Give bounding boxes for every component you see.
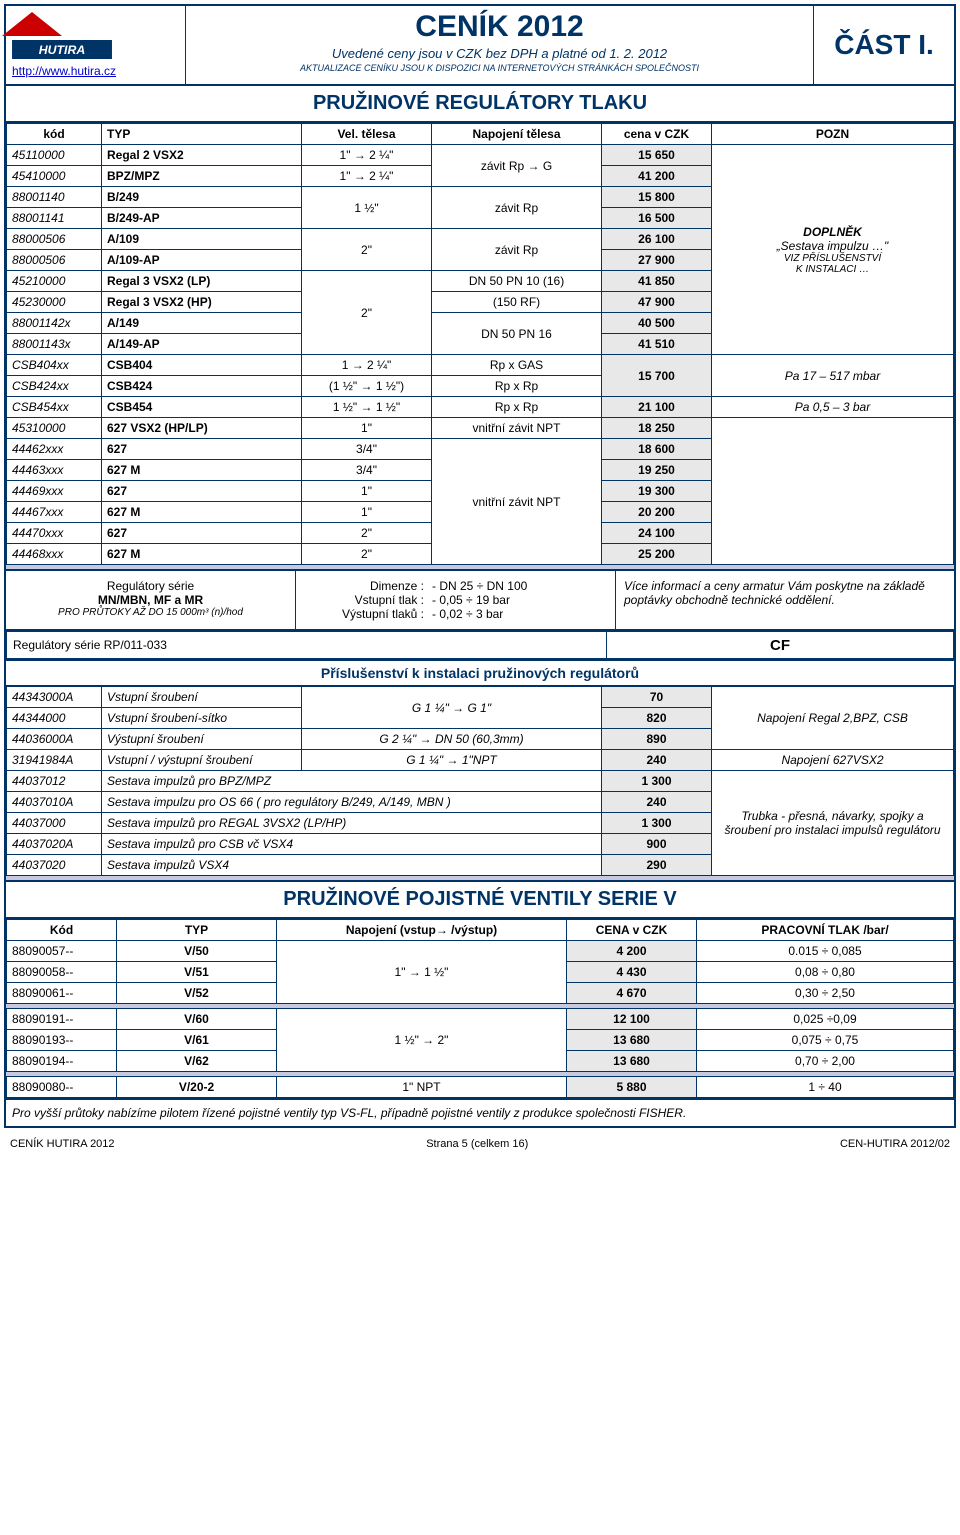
rp-cf: CF: [607, 632, 954, 659]
section1-title: PRUŽINOVÉ REGULÁTORY TLAKU: [6, 86, 954, 123]
col-kod: kód: [7, 124, 102, 145]
table-valves3: 88090080--V/20-21" NPT5 8801 ÷ 40: [6, 1076, 954, 1098]
col-typ: TYP: [102, 124, 302, 145]
valve-note: Pro vyšší průtoky nabízíme pilotem řízen…: [6, 1098, 954, 1126]
mid-left: Regulátory série MN/MBN, MF a MR PRO PRŮ…: [6, 571, 296, 629]
col-vel: Vel. tělesa: [302, 124, 432, 145]
footer-center: Strana 5 (celkem 16): [426, 1138, 528, 1150]
logo: [12, 12, 179, 36]
table-row: 44037012Sestava impulzů pro BPZ/MPZ1 300…: [7, 771, 954, 792]
table-accessories: 44343000AVstupní šroubeníG 1 ¼" → G 1"70…: [6, 686, 954, 876]
table-row: 45110000Regal 2 VSX21" → 2 ¼"závit Rp → …: [7, 145, 954, 166]
url-link[interactable]: http://www.hutira.cz: [12, 64, 116, 78]
logo-text: HUTIRA: [12, 40, 112, 64]
col-tlak: PRACOVNÍ TLAK /bar/: [697, 920, 954, 941]
table-row: 44343000AVstupní šroubeníG 1 ¼" → G 1"70…: [7, 687, 954, 708]
col-pozn: POZN: [712, 124, 954, 145]
rp-row: Regulátory série RP/011-033 CF: [6, 631, 954, 659]
table-row: 45310000627 VSX2 (HP/LP)1"vnitřní závit …: [7, 418, 954, 439]
col-cena: CENA v CZK: [567, 920, 697, 941]
doc-title: CENÍK 2012: [190, 10, 809, 44]
footer-right: CEN-HUTIRA 2012/02: [840, 1138, 950, 1150]
table-row: 88090191--V/601 ½" → 2"12 1000,025 ÷0,09: [7, 1009, 954, 1030]
table-valves: Kód TYP Napojení (vstup→ /výstup) CENA v…: [6, 919, 954, 1004]
col-nap: Napojení tělesa: [432, 124, 602, 145]
mid-info-box: Regulátory série MN/MBN, MF a MR PRO PRŮ…: [6, 569, 954, 631]
mid-center: Dimenze :- DN 25 ÷ DN 100 Vstupní tlak :…: [296, 571, 616, 629]
col-typ: TYP: [117, 920, 277, 941]
logo-triangle-icon: [2, 12, 62, 36]
header-center: CENÍK 2012 Uvedené ceny jsou v CZK bez D…: [186, 6, 814, 84]
table-header-row: kód TYP Vel. tělesa Napojení tělesa cena…: [7, 124, 954, 145]
svg-text:HUTIRA: HUTIRA: [39, 43, 85, 57]
doc-subtitle: Uvedené ceny jsou v CZK bez DPH a platné…: [190, 46, 809, 61]
rp-label: Regulátory série RP/011-033: [13, 638, 167, 652]
section3-title: PRUŽINOVÉ POJISTNÉ VENTILY SERIE V: [6, 880, 954, 919]
col-cena: cena v CZK: [602, 124, 712, 145]
table-row: CSB454xxCSB4541 ½" → 1 ½"Rp x Rp21 100Pa…: [7, 397, 954, 418]
table-row: 31941984AVstupní / výstupní šroubeníG 1 …: [7, 750, 954, 771]
col-kod: Kód: [7, 920, 117, 941]
table-regulators: kód TYP Vel. tělesa Napojení tělesa cena…: [6, 123, 954, 565]
header-right: ČÁST I.: [814, 6, 954, 84]
doc-note: AKTUALIZACE CENÍKU JSOU K DISPOZICI NA I…: [190, 63, 809, 73]
section2-title: Příslušenství k instalaci pružinových re…: [6, 659, 954, 686]
table-valves2: 88090191--V/601 ½" → 2"12 1000,025 ÷0,09…: [6, 1008, 954, 1072]
col-nap: Napojení (vstup→ /výstup): [277, 920, 567, 941]
table-row: 88090080--V/20-21" NPT5 8801 ÷ 40: [7, 1077, 954, 1098]
header: HUTIRA http://www.hutira.cz CENÍK 2012 U…: [6, 6, 954, 86]
pozn-cell: DOPLNĚK„Sestava impulzu …"VIZ PŘÍSLUŠENS…: [712, 145, 954, 355]
part-label: ČÁST I.: [834, 29, 934, 61]
footer: CENÍK HUTIRA 2012 Strana 5 (celkem 16) C…: [0, 1132, 960, 1156]
table-row: 88090057--V/501" → 1 ½"4 2000.015 ÷ 0,08…: [7, 941, 954, 962]
table-row: CSB404xxCSB4041 → 2 ¼"Rp x GAS15 700Pa 1…: [7, 355, 954, 376]
header-left: HUTIRA http://www.hutira.cz: [6, 6, 186, 84]
page: HUTIRA http://www.hutira.cz CENÍK 2012 U…: [4, 4, 956, 1128]
table-header-row: Kód TYP Napojení (vstup→ /výstup) CENA v…: [7, 920, 954, 941]
mid-right: Více informací a ceny armatur Vám poskyt…: [616, 571, 954, 629]
footer-left: CENÍK HUTIRA 2012: [10, 1138, 115, 1150]
